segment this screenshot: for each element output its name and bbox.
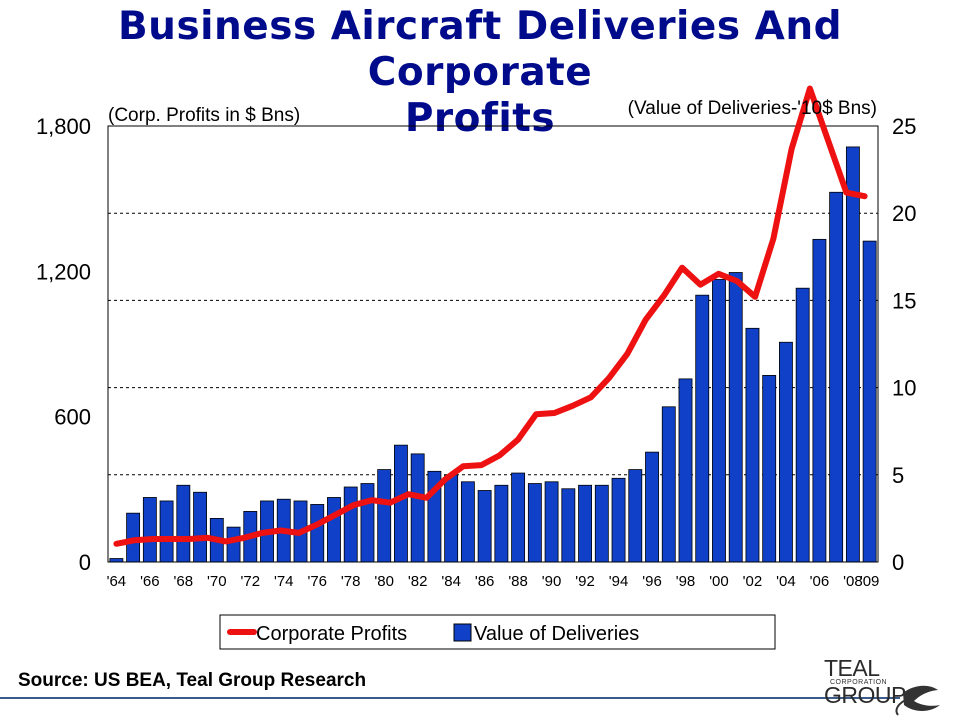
x-axis: '64 '66 '68 '70 '72 '74 '76 '78 '80 '82 '84 '86 '88 '… (107, 573, 880, 590)
legend-swatch-value-of-deliveries (453, 623, 472, 642)
bar-1967 (159, 500, 174, 563)
x-tick-label: '68 (174, 573, 194, 590)
bar-2000 (712, 279, 726, 563)
bird-icon (895, 685, 940, 716)
x-tick-label: '64 (107, 573, 127, 590)
bar-1966 (142, 497, 157, 563)
bar-1984 (444, 474, 459, 563)
bar-2002 (745, 327, 760, 563)
x-tick-label: '78 (341, 573, 361, 590)
left-tick-label: 1,200 (36, 259, 91, 284)
bar-1987 (494, 484, 509, 563)
bar-1991 (561, 488, 576, 563)
bar-1968 (176, 484, 191, 563)
logo-name: TEAL GROUP (824, 655, 906, 708)
left-axis: 1,800 1,200 600 0 (36, 114, 91, 575)
x-tick-label: '06 (810, 573, 830, 590)
x-tick-label: '94 (609, 573, 629, 590)
bar-1989 (527, 483, 542, 563)
bar-2009 (862, 240, 877, 563)
bar-1994 (611, 477, 626, 563)
bar-1985 (460, 481, 475, 563)
x-tick-label: '09 (860, 573, 880, 590)
bar-1988 (511, 472, 526, 563)
x-tick-label: '04 (776, 573, 796, 590)
footer-divider (0, 697, 900, 699)
title-line-2: Profits (404, 96, 556, 141)
x-tick-label: '84 (441, 573, 461, 590)
x-tick-label: '72 (241, 573, 261, 590)
bar-1986 (477, 490, 492, 563)
bar-1999 (695, 294, 710, 563)
x-tick-label: '86 (475, 573, 495, 590)
x-tick-label: '02 (743, 573, 763, 590)
bar-1998 (678, 378, 693, 563)
bar-2007 (829, 191, 844, 563)
x-tick-label: '00 (709, 573, 729, 590)
bar-2006 (812, 238, 827, 563)
chart-title: Business Aircraft Deliveries And Corpora… (0, 4, 960, 142)
bar-2008 (845, 146, 860, 563)
x-tick-label: '70 (207, 573, 227, 590)
legend: Corporate Profits Value of Deliveries (219, 614, 776, 650)
x-tick-label: '98 (676, 573, 696, 590)
bar-1982 (410, 453, 425, 563)
right-tick-label: 25 (892, 114, 916, 139)
bar-2003 (762, 374, 777, 563)
bar-1969 (193, 491, 207, 563)
legend-label-corporate-profits: Corporate Profits (256, 623, 407, 645)
bar-1978 (343, 486, 358, 563)
left-tick-label: 1,800 (36, 114, 91, 139)
bar-1981 (394, 444, 408, 563)
left-tick-label: 600 (54, 405, 91, 430)
bar-1997 (661, 406, 676, 563)
right-tick-label: 5 (892, 463, 904, 488)
bar-2005 (795, 287, 810, 563)
bar-1964 (109, 558, 124, 563)
bar-2001 (728, 272, 743, 563)
bar-1992 (578, 484, 592, 563)
chart: 1,800 1,200 600 0 25 20 15 10 5 0 '64 '66 '68 '70 '7… (36, 85, 916, 650)
bar-1971 (226, 526, 241, 563)
bar-1979 (360, 483, 375, 563)
source-note: Source: US BEA, Teal Group Research (18, 670, 367, 691)
bar-1995 (628, 469, 643, 563)
right-tick-label: 0 (892, 550, 904, 575)
bar-1980 (377, 469, 392, 563)
x-tick-label: '66 (140, 573, 160, 590)
x-tick-label: '82 (408, 573, 428, 590)
x-tick-label: '90 (542, 573, 562, 590)
x-tick-label: '88 (508, 573, 528, 590)
left-tick-label: 0 (79, 550, 91, 575)
x-tick-label: '76 (307, 573, 327, 590)
title-line-1: Business Aircraft Deliveries And Corpora… (117, 4, 843, 95)
x-tick-label: '74 (274, 573, 294, 590)
right-axis-label: (Value of Deliveries-'10$ Bns) (628, 98, 877, 119)
right-axis: 25 20 15 10 5 0 (892, 114, 916, 575)
right-tick-label: 15 (892, 288, 916, 313)
logo-subtitle: CORPORATION (830, 679, 888, 686)
bar-1996 (645, 451, 659, 563)
bars-value-of-deliveries (109, 146, 877, 563)
teal-group-logo: TEAL GROUP CORPORATION (808, 655, 948, 717)
right-tick-label: 10 (892, 376, 916, 401)
x-tick-label: '96 (642, 573, 662, 590)
right-tick-label: 20 (892, 201, 916, 226)
bar-1977 (327, 497, 341, 563)
left-axis-label: (Corp. Profits in $ Bns) (108, 105, 300, 126)
gridlines (108, 212, 878, 476)
bar-1990 (544, 481, 559, 563)
legend-box (219, 614, 776, 650)
x-tick-label: '08 (843, 573, 863, 590)
bar-2004 (779, 341, 793, 563)
bar-1993 (594, 484, 609, 563)
x-tick-label: '80 (374, 573, 394, 590)
plot-frame (107, 125, 879, 563)
x-tick-label: '92 (575, 573, 595, 590)
bar-1976 (310, 504, 325, 563)
legend-label-value-of-deliveries: Value of Deliveries (474, 623, 639, 645)
line-corporate-profits (113, 85, 868, 547)
